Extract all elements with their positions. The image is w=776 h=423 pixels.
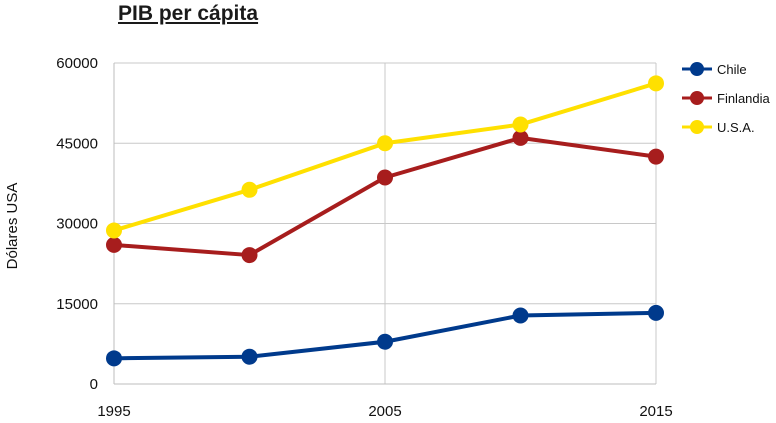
data-point-chile [648, 304, 664, 321]
legend-label: Finlandia [717, 91, 771, 106]
data-point-finlandia [106, 236, 122, 253]
legend-marker [690, 91, 704, 105]
data-point-usa [241, 181, 258, 198]
axes: 0 15000 30000 45000 60000 1995 2005 2015 [56, 55, 672, 420]
data-point-chile [377, 333, 393, 350]
y-tick-label: 0 [90, 376, 98, 393]
data-point-finlandia [648, 148, 664, 165]
data-point-finlandia [512, 129, 529, 146]
y-tick-label: 45000 [56, 135, 98, 152]
data-point-chile [241, 348, 258, 365]
y-tick-label: 15000 [56, 296, 98, 313]
legend-marker [690, 62, 704, 76]
data-point-chile [512, 307, 529, 324]
data-point-usa [377, 135, 393, 152]
legend-label: U.S.A. [717, 120, 755, 135]
chart-title: PIB per cápita [118, 2, 259, 25]
data-point-finlandia [241, 247, 258, 264]
y-tick-label: 30000 [56, 216, 98, 233]
data-point-finlandia [377, 169, 393, 186]
x-tick-label: 1995 [97, 403, 130, 420]
legend: Chile Finlandia U.S.A. [682, 62, 771, 135]
y-tick-label: 60000 [56, 55, 98, 72]
series-lines [106, 75, 664, 367]
data-point-usa [512, 116, 529, 133]
x-tick-label: 2005 [368, 403, 401, 420]
legend-label: Chile [717, 62, 747, 77]
legend-marker [690, 120, 704, 134]
data-point-usa [106, 222, 122, 239]
data-point-chile [106, 350, 122, 367]
data-point-usa [648, 75, 664, 92]
x-tick-label: 2015 [639, 403, 672, 420]
y-axis-title: Dólares USA [4, 183, 21, 270]
